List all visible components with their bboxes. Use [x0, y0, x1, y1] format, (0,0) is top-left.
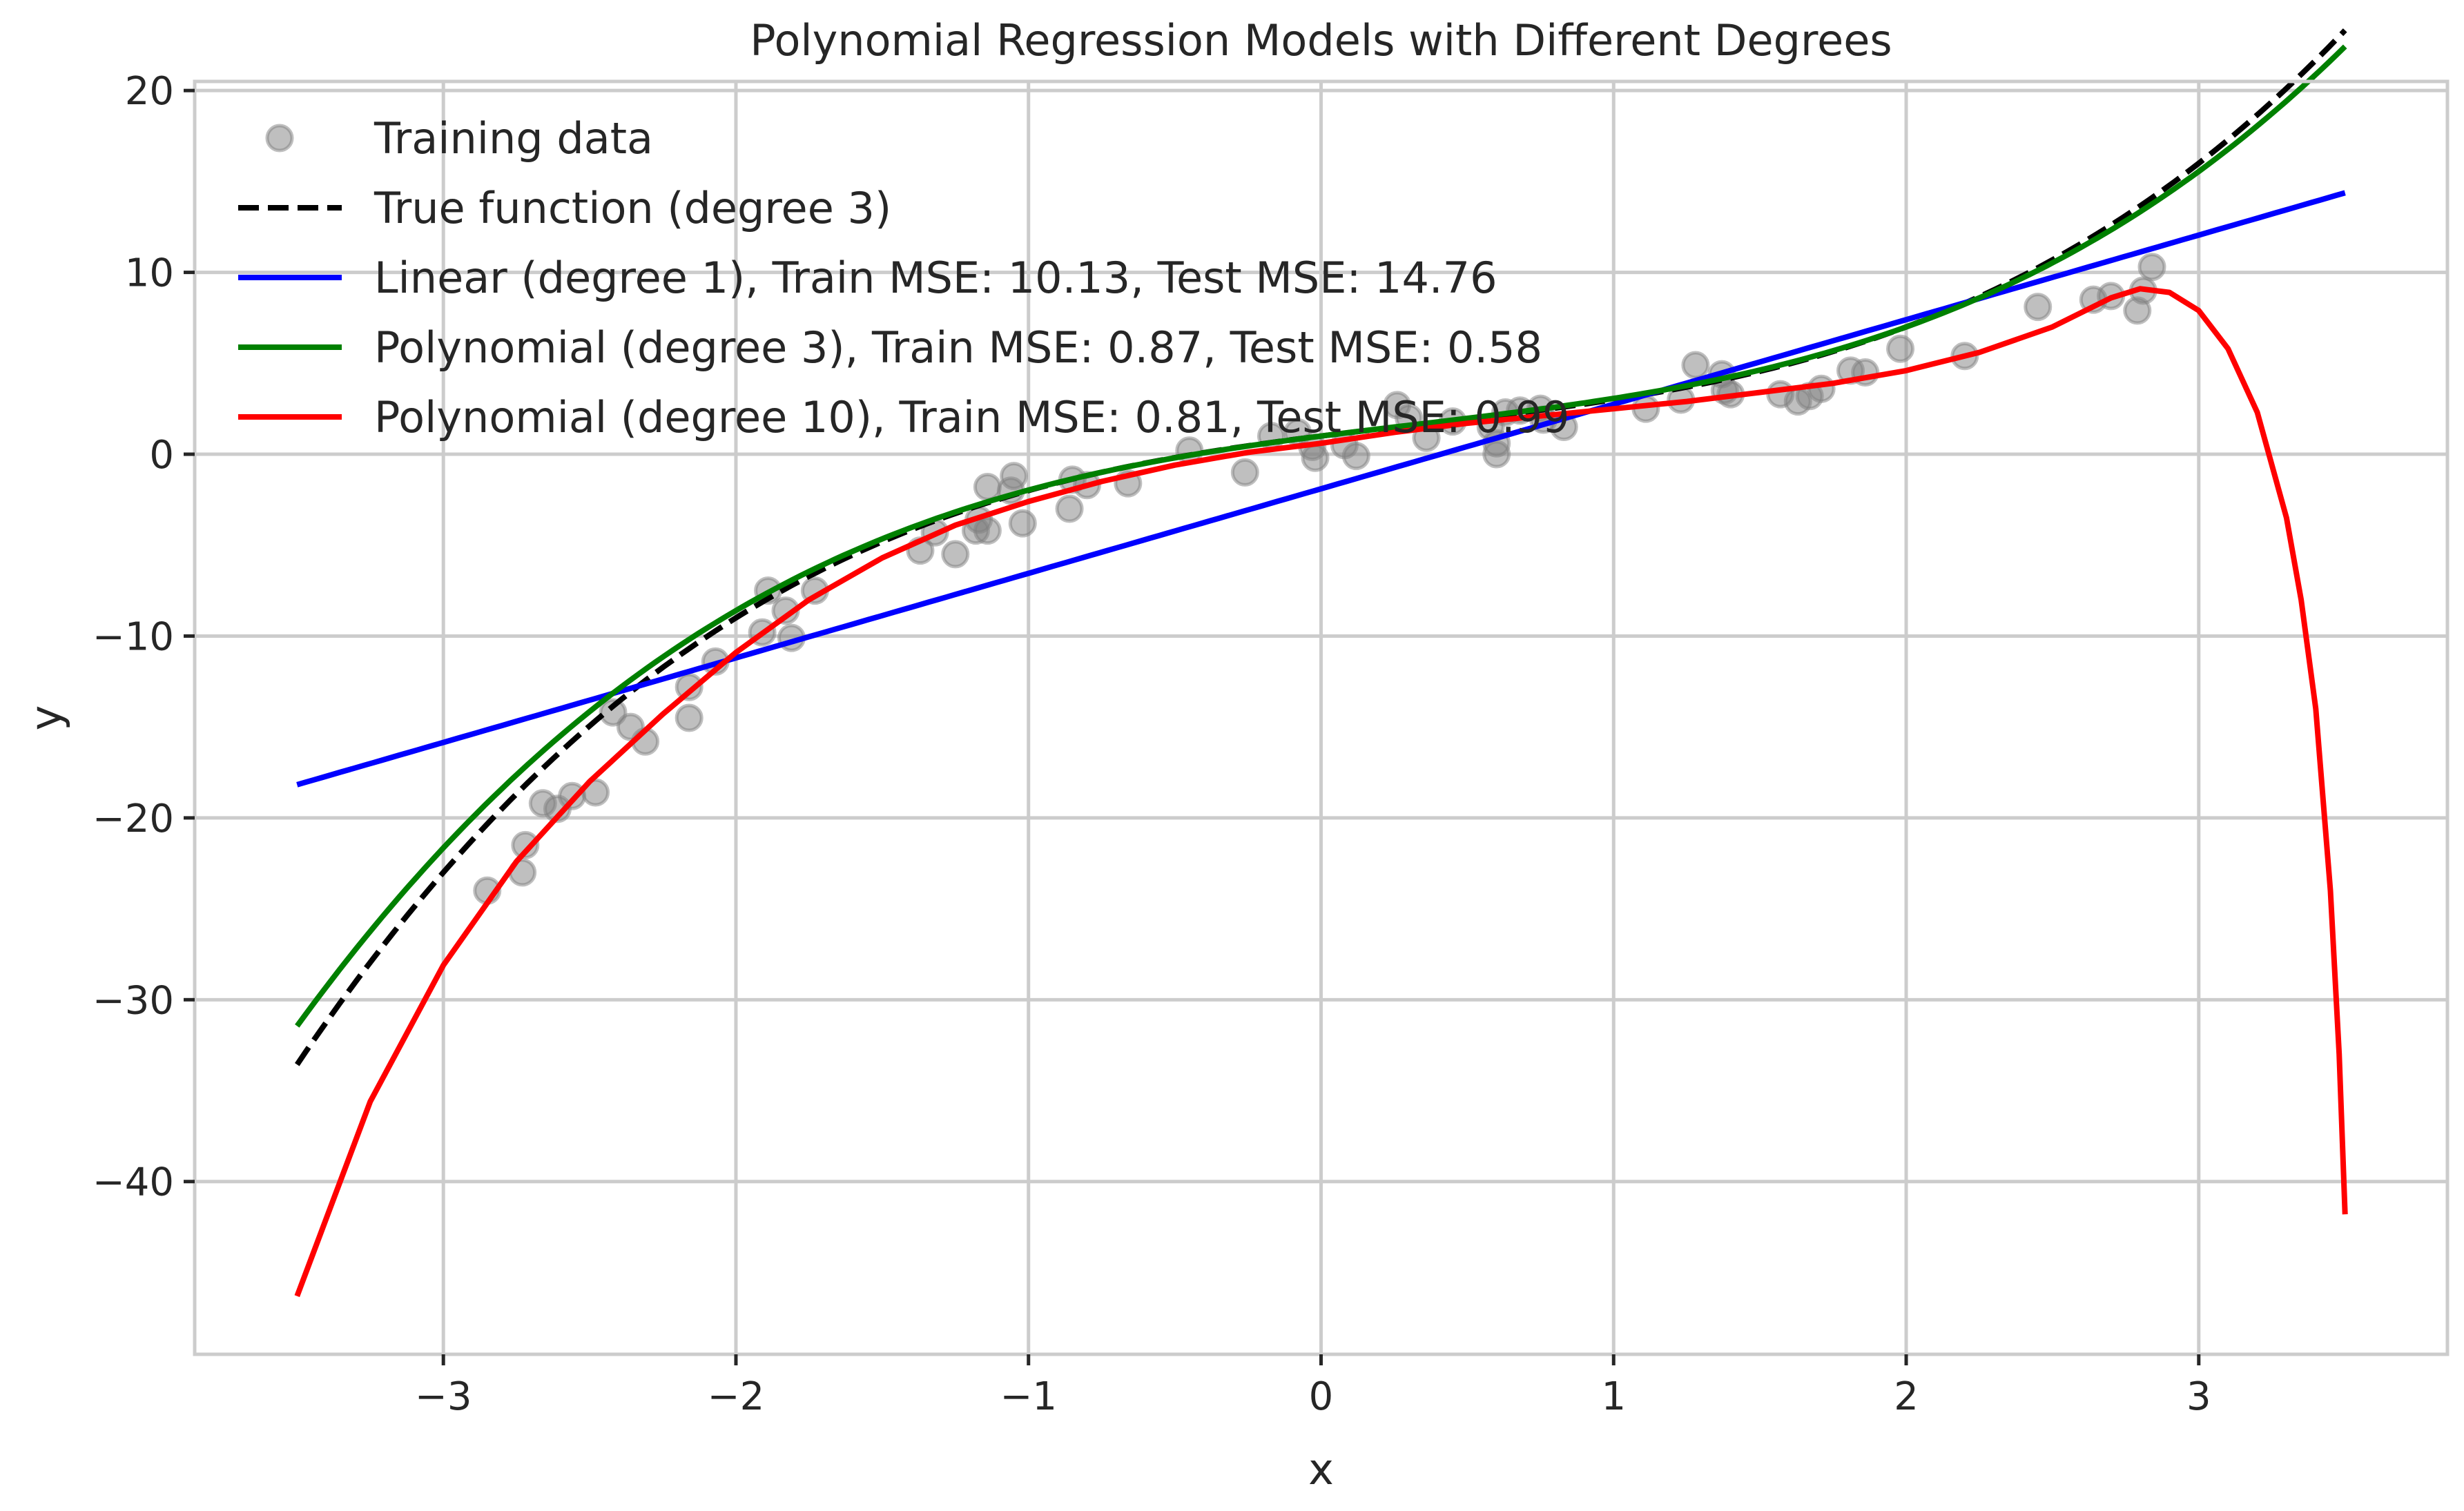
training-data-point [1886, 334, 1915, 363]
x-tick-label: −2 [708, 1374, 765, 1419]
training-data-point [1000, 462, 1029, 491]
training-data-point [1341, 442, 1370, 471]
y-tick-label: −30 [93, 978, 174, 1023]
x-tick-label: 0 [1309, 1374, 1334, 1419]
y-tick-label: −40 [93, 1160, 174, 1205]
legend-entry-label: Linear (degree 1), Train MSE: 10.13, Tes… [374, 253, 1497, 303]
training-data-point [511, 830, 540, 859]
training-data-point [675, 703, 704, 732]
training-data-point [1008, 509, 1037, 538]
legend-marker-scatter [265, 124, 294, 153]
x-tick-label: 1 [1601, 1374, 1626, 1419]
legend-entry-label: True function (degree 3) [374, 183, 891, 233]
y-tick-label: 0 [149, 433, 174, 478]
training-data-point [2024, 293, 2053, 322]
training-data-point [2137, 253, 2166, 282]
training-data-point [941, 540, 970, 569]
training-data-point [1807, 374, 1836, 403]
series-line-polynomial-degree-3 [295, 44, 2347, 1028]
training-data-point [1230, 458, 1259, 487]
legend: Training data True function (degree 3) Lin… [238, 113, 1570, 442]
series-line-linear-degree-1 [296, 190, 2346, 788]
y-tick-label: 10 [125, 251, 174, 296]
series-line-polynomial-degree-10 [294, 286, 2348, 1298]
x-axis-label: x [1308, 1444, 1334, 1494]
training-data-point [1681, 351, 1710, 380]
legend-entry-label: Polynomial (degree 3), Train MSE: 0.87, … [374, 322, 1542, 373]
x-tick-label: −3 [415, 1374, 472, 1419]
x-tick-label: 3 [2186, 1374, 2211, 1419]
training-data-point [1301, 443, 1330, 472]
legend-entry-label: Polynomial (degree 10), Train MSE: 0.81,… [374, 392, 1570, 442]
x-tick-label: 2 [1894, 1374, 1919, 1419]
training-data-point [675, 672, 704, 701]
training-data-point [1482, 440, 1511, 469]
plot-series [294, 28, 2348, 1298]
x-tick-label: −1 [1000, 1374, 1057, 1419]
legend-entry-label: Training data [374, 113, 653, 164]
training-data-point [973, 472, 1002, 501]
y-axis-label: y [21, 705, 71, 731]
y-tick-label: −20 [93, 797, 174, 841]
y-tick-label: 20 [125, 69, 174, 114]
chart-title: Polynomial Regression Models with Differ… [750, 15, 1892, 66]
training-data-point [1055, 494, 1084, 523]
y-tick-label: −10 [93, 614, 174, 659]
training-data-point [973, 516, 1002, 545]
